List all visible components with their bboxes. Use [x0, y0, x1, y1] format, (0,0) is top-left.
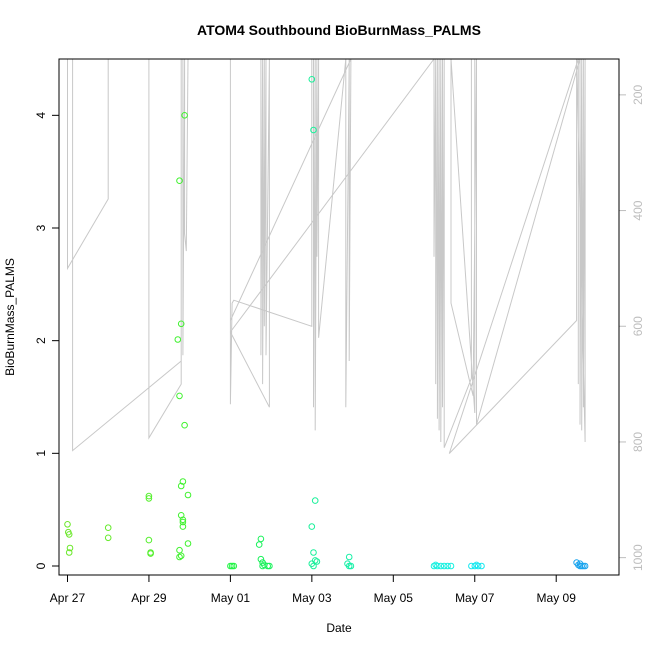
data-point: [181, 112, 188, 119]
y-tick-label: 1: [34, 450, 48, 457]
data-point: [177, 512, 185, 519]
data-point: [145, 495, 153, 502]
data-point: [230, 562, 238, 570]
data-point: [176, 177, 183, 184]
data-point: [308, 523, 316, 530]
y2-tick-label: 1000: [631, 544, 645, 571]
data-point: [310, 549, 317, 556]
data-point: [184, 540, 192, 547]
x-tick-label: Apr 27: [50, 591, 86, 605]
data-point: [255, 541, 263, 548]
x-tick-label: May 03: [292, 591, 332, 605]
data-point: [257, 555, 265, 563]
data-point: [65, 549, 73, 556]
y-tick-label: 2: [34, 337, 48, 344]
data-point: [104, 524, 112, 532]
data-points: [64, 76, 589, 570]
data-point: [65, 531, 73, 538]
x-axis: Apr 27 Apr 29 May 01 May 03 May 05 May 07 May …: [50, 574, 577, 605]
data-point: [184, 491, 192, 499]
data-point: [434, 562, 441, 570]
data-point: [177, 552, 185, 560]
data-point: [181, 421, 188, 429]
data-point: [147, 550, 154, 557]
data-point: [257, 535, 265, 543]
data-point: [310, 126, 317, 134]
x-tick-label: May 01: [211, 591, 251, 605]
x-axis-label: Date: [326, 621, 352, 635]
data-point: [432, 561, 440, 569]
data-point: [259, 562, 266, 570]
altitude-track: [67, 59, 586, 454]
data-point: [145, 536, 153, 544]
y2-axis: 200 400 600 800 1000: [618, 85, 645, 571]
data-point: [104, 534, 112, 542]
x-tick-label: May 07: [455, 591, 495, 605]
data-point: [179, 523, 187, 530]
data-point: [345, 553, 353, 561]
y-tick-label: 0: [34, 562, 48, 569]
data-point: [474, 562, 482, 570]
data-point: [473, 561, 480, 569]
data-point: [471, 562, 479, 570]
data-point: [174, 336, 182, 343]
data-point: [66, 544, 74, 552]
y2-tick-label: 200: [631, 85, 645, 105]
data-point: [311, 497, 319, 504]
data-point: [440, 562, 448, 570]
data-point: [576, 560, 584, 568]
y-tick-label: 3: [34, 224, 48, 231]
data-point: [176, 553, 183, 561]
data-point: [176, 392, 183, 400]
y-axis: 0 1 2 3 4: [34, 112, 60, 569]
data-point: [430, 562, 438, 570]
x-tick-label: May 09: [537, 591, 577, 605]
data-point: [179, 516, 187, 524]
data-point: [145, 492, 153, 500]
data-point: [308, 76, 316, 83]
data-point: [64, 521, 71, 528]
data-point: [310, 562, 317, 570]
data-point: [176, 546, 183, 554]
plot-frame: [58, 58, 620, 576]
y-axis-label: BioBurnMass_PALMS: [3, 258, 17, 376]
data-point: [177, 482, 185, 490]
data-point: [447, 562, 455, 570]
data-point: [444, 562, 451, 570]
data-point: [179, 478, 187, 485]
data-point: [347, 562, 355, 570]
data-point: [177, 320, 185, 328]
altitude-line: [67, 59, 586, 454]
y2-tick-label: 800: [631, 432, 645, 452]
y2-tick-label: 600: [631, 316, 645, 336]
chart-title: ATOM4 Southbound BioBurnMass_PALMS: [197, 22, 481, 38]
y-tick-label: 4: [34, 112, 48, 119]
x-tick-label: May 05: [374, 591, 414, 605]
x-tick-label: Apr 29: [131, 591, 167, 605]
y2-tick-label: 400: [631, 200, 645, 220]
data-point: [266, 562, 273, 570]
data-point: [179, 518, 187, 526]
